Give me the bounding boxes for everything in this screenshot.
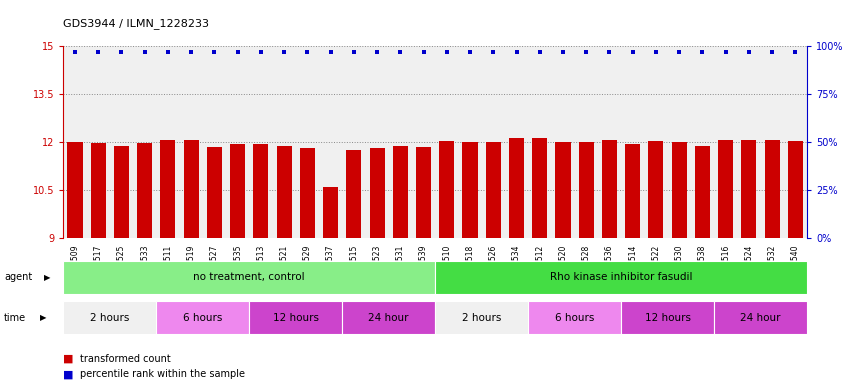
Bar bbox=[68, 142, 83, 238]
Bar bbox=[671, 142, 686, 238]
Text: ▶: ▶ bbox=[40, 313, 46, 322]
Text: 2 hours: 2 hours bbox=[90, 313, 129, 323]
Bar bbox=[346, 150, 361, 238]
Bar bbox=[230, 144, 245, 238]
Text: 6 hours: 6 hours bbox=[555, 313, 593, 323]
Text: time: time bbox=[4, 313, 26, 323]
Bar bbox=[160, 139, 176, 238]
Text: 12 hours: 12 hours bbox=[273, 313, 318, 323]
Bar bbox=[532, 138, 547, 238]
Bar bbox=[276, 146, 291, 238]
Bar bbox=[620, 301, 713, 334]
Bar bbox=[253, 144, 268, 238]
Bar bbox=[694, 146, 709, 238]
Text: 12 hours: 12 hours bbox=[644, 313, 690, 323]
Text: Rho kinase inhibitor fasudil: Rho kinase inhibitor fasudil bbox=[549, 272, 691, 283]
Bar bbox=[156, 301, 249, 334]
Bar bbox=[183, 139, 198, 238]
Bar bbox=[63, 261, 435, 294]
Bar bbox=[647, 141, 663, 238]
Bar bbox=[740, 140, 755, 238]
Bar bbox=[713, 301, 806, 334]
Bar bbox=[462, 142, 477, 238]
Bar bbox=[508, 138, 523, 238]
Bar bbox=[439, 141, 454, 238]
Bar bbox=[392, 146, 408, 238]
Bar bbox=[342, 301, 435, 334]
Text: ▶: ▶ bbox=[44, 273, 51, 282]
Bar bbox=[717, 140, 733, 238]
Text: ■: ■ bbox=[63, 354, 73, 364]
Bar bbox=[528, 301, 620, 334]
Bar bbox=[63, 301, 156, 334]
Text: GDS3944 / ILMN_1228233: GDS3944 / ILMN_1228233 bbox=[63, 18, 209, 29]
Text: 2 hours: 2 hours bbox=[462, 313, 500, 323]
Bar bbox=[114, 146, 129, 238]
Bar bbox=[435, 261, 806, 294]
Text: percentile rank within the sample: percentile rank within the sample bbox=[80, 369, 245, 379]
Bar bbox=[90, 143, 106, 238]
Bar bbox=[137, 143, 152, 238]
Text: ■: ■ bbox=[63, 369, 73, 379]
Bar bbox=[207, 147, 222, 238]
Text: no treatment, control: no treatment, control bbox=[193, 272, 305, 283]
Bar bbox=[625, 144, 640, 238]
Bar bbox=[555, 142, 570, 238]
Bar bbox=[787, 141, 802, 238]
Bar bbox=[601, 141, 616, 238]
Bar bbox=[415, 147, 430, 238]
Bar bbox=[435, 301, 528, 334]
Bar bbox=[578, 142, 593, 238]
Bar bbox=[485, 142, 500, 238]
Text: 24 hour: 24 hour bbox=[368, 313, 408, 323]
Bar bbox=[369, 149, 384, 238]
Bar bbox=[764, 140, 779, 238]
Text: 6 hours: 6 hours bbox=[183, 313, 222, 323]
Bar bbox=[300, 148, 315, 238]
Text: transformed count: transformed count bbox=[80, 354, 170, 364]
Text: 24 hour: 24 hour bbox=[739, 313, 780, 323]
Text: agent: agent bbox=[4, 272, 32, 283]
Bar bbox=[249, 301, 342, 334]
Bar bbox=[322, 187, 338, 238]
